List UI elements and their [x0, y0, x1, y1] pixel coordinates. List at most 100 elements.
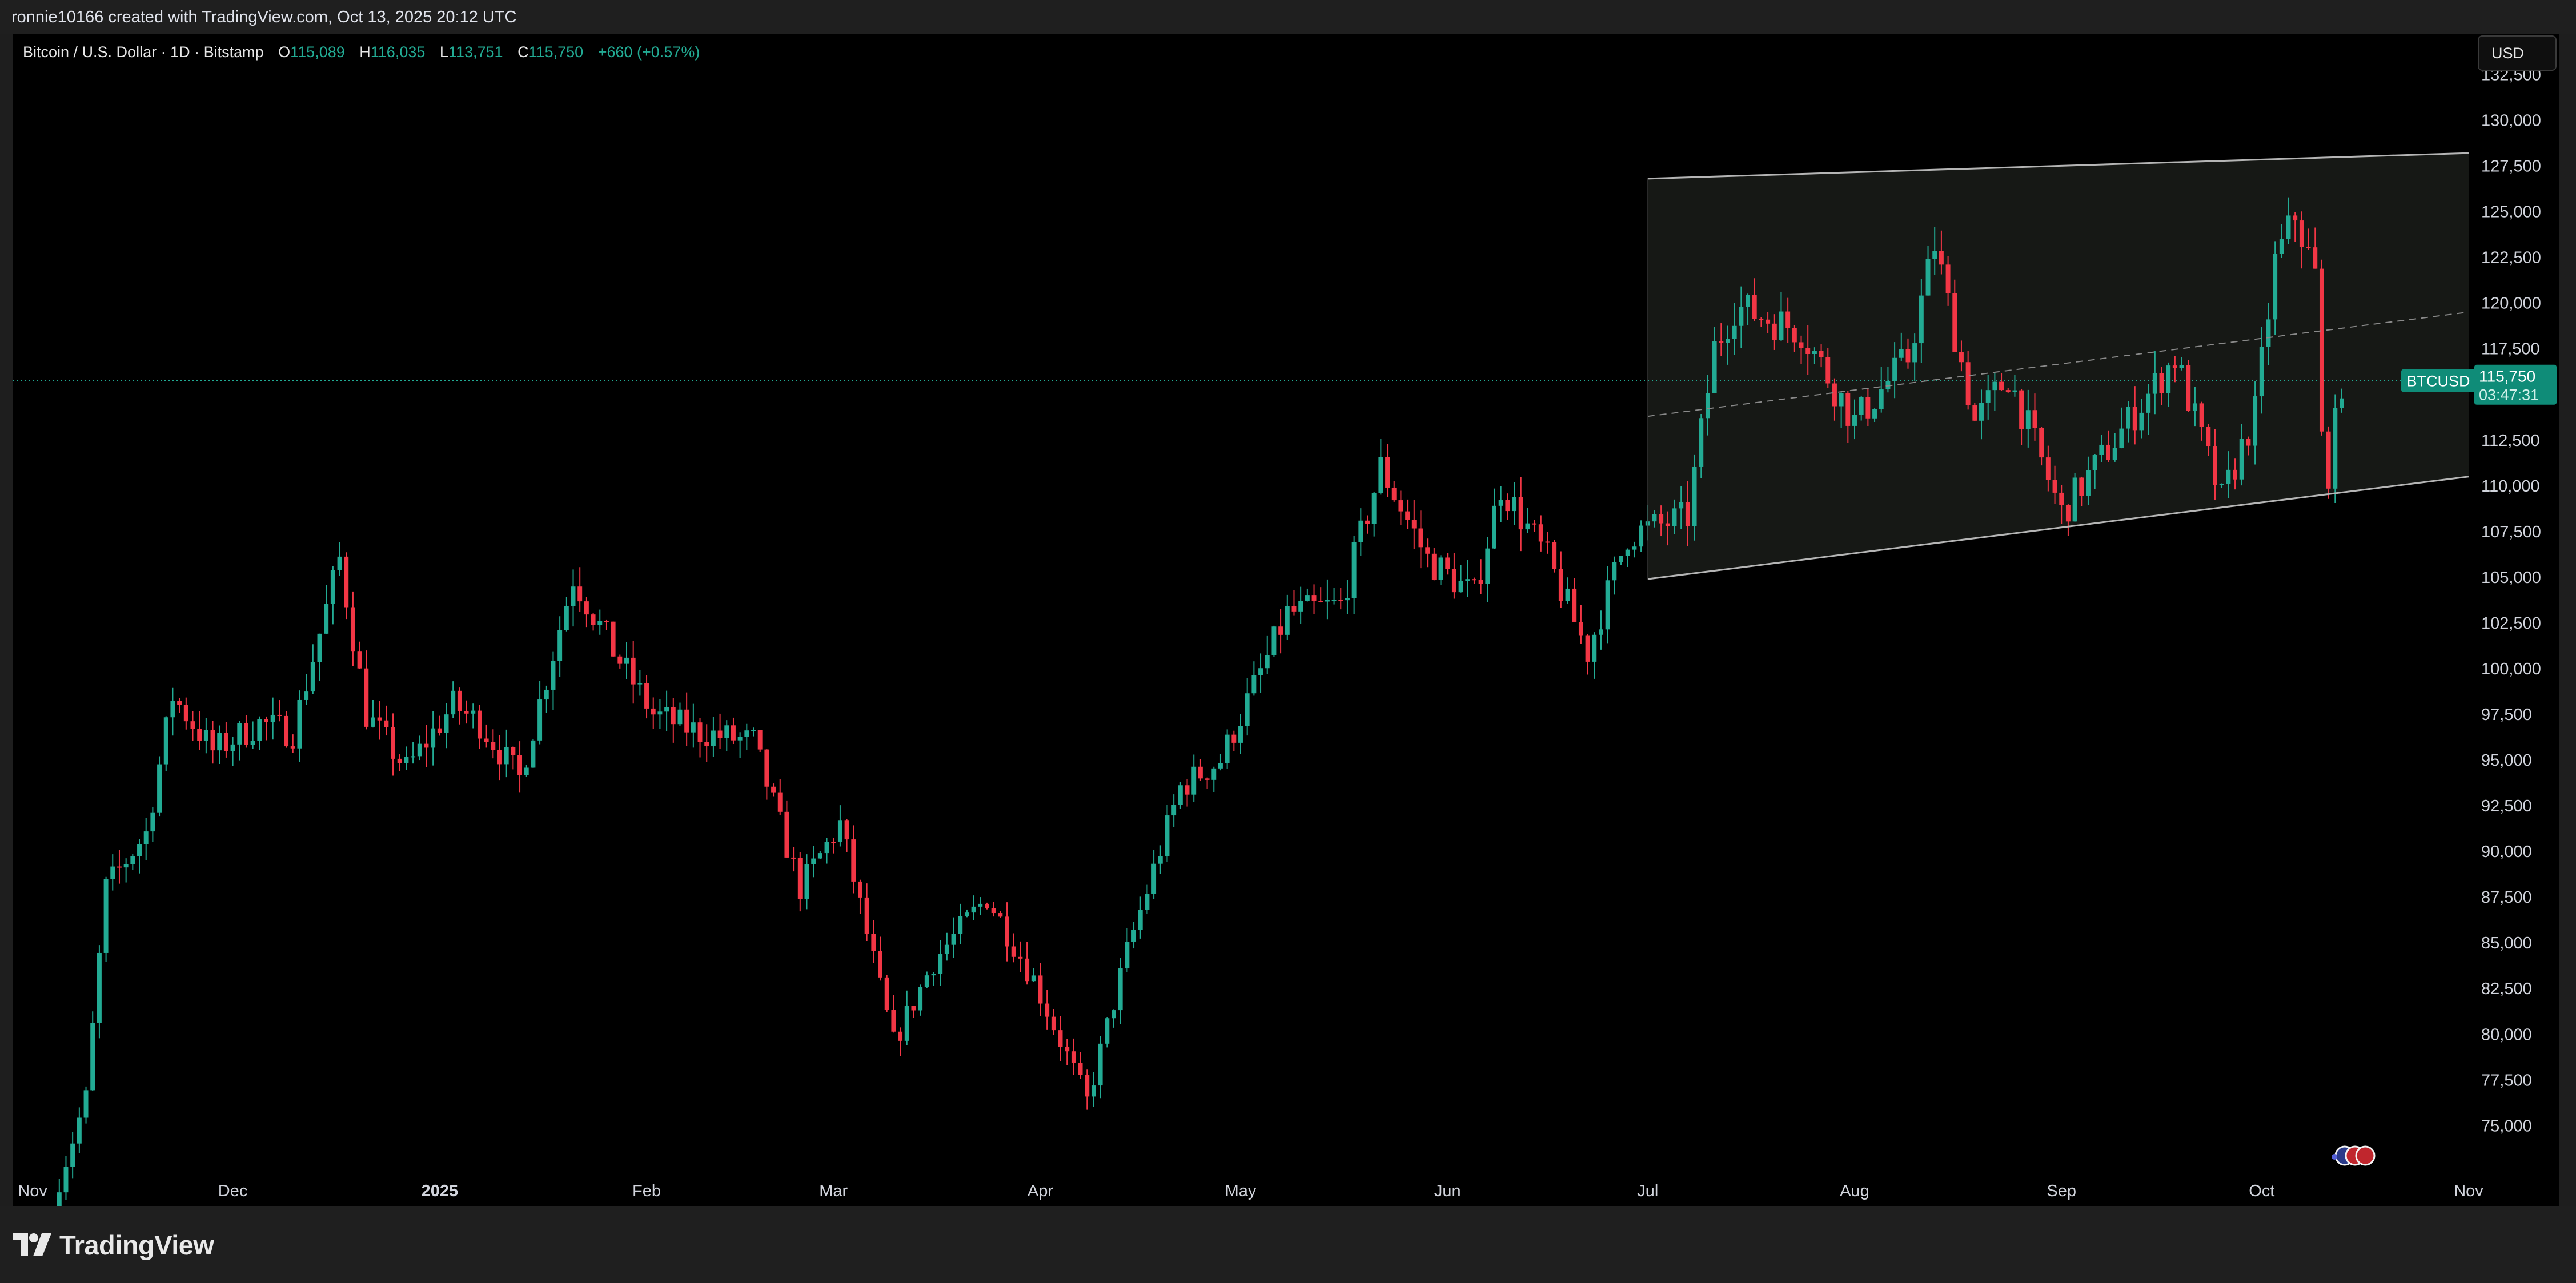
candle-body — [2293, 215, 2298, 221]
candle-body — [2025, 410, 2031, 429]
candle-body — [1465, 579, 1470, 581]
candle — [411, 742, 416, 764]
candle — [911, 1006, 916, 1018]
candle — [1465, 560, 1470, 597]
candle — [1405, 499, 1410, 529]
candle — [1265, 635, 1270, 674]
candle-body — [1271, 626, 1277, 655]
candle-body — [998, 913, 1003, 917]
candle-body — [1839, 393, 1844, 407]
candle — [1872, 408, 1877, 423]
candle-body — [1418, 528, 1423, 548]
candle-body — [1131, 930, 1137, 942]
candle-body — [951, 934, 956, 945]
candle — [1198, 759, 1203, 781]
candle — [357, 641, 362, 669]
candle-body — [1385, 457, 1390, 488]
candle-body — [1345, 598, 1350, 601]
candle-body — [1078, 1063, 1083, 1075]
chart-pane[interactable]: 132,500 130,000 127,500 125,000 122,500 120,0… — [13, 34, 2559, 1206]
candle — [1865, 389, 1871, 426]
candle — [2233, 458, 2238, 490]
candle — [944, 932, 949, 961]
candle-body — [2192, 403, 2197, 411]
candle — [1478, 559, 1483, 594]
candle-body — [958, 916, 963, 934]
candle-body — [1492, 505, 1496, 549]
candle — [1965, 351, 1971, 410]
candle — [1291, 590, 1297, 616]
candle — [2186, 359, 2191, 412]
candle — [998, 911, 1003, 918]
candle-body — [1746, 295, 1751, 307]
candle-body — [1125, 942, 1130, 969]
candle — [1145, 884, 1150, 914]
candle — [744, 723, 749, 750]
tradingview-logo[interactable]: TradingView — [13, 1229, 214, 1261]
y-tick-label: 87,500 — [2481, 888, 2532, 907]
candle-body — [2266, 319, 2271, 347]
candle — [1952, 279, 1957, 352]
candle-body — [217, 733, 222, 751]
candle-body — [1712, 341, 1717, 393]
currency-button[interactable]: USD — [2478, 35, 2557, 71]
candle — [1525, 508, 1530, 533]
candle-body — [1832, 383, 1837, 407]
candle — [1719, 323, 1724, 356]
candle-body — [1018, 956, 1023, 959]
candle — [317, 633, 322, 681]
candle-body — [2219, 484, 2224, 485]
candle-body — [1699, 418, 1704, 467]
candle-body — [2286, 215, 2291, 239]
candle-body — [230, 744, 235, 751]
candle — [864, 883, 869, 941]
candle-body — [1585, 635, 1590, 662]
candle-body — [1972, 405, 1977, 421]
candle-body — [210, 730, 215, 751]
candle-body — [1118, 968, 1123, 1011]
candle-body — [2299, 220, 2304, 247]
candle-body — [577, 586, 583, 602]
candle-body — [844, 820, 849, 840]
candle-body — [544, 689, 549, 700]
candle — [1058, 1016, 1063, 1061]
candle-body — [397, 758, 402, 763]
candle-body — [304, 691, 309, 700]
candle-body — [757, 730, 763, 750]
y-tick-label: 75,000 — [2481, 1117, 2532, 1135]
candle — [1231, 730, 1237, 751]
candle-body — [1171, 805, 1177, 816]
candle-body — [177, 701, 182, 705]
candle-body — [797, 858, 803, 899]
candle — [1105, 1017, 1110, 1048]
candle — [1258, 653, 1263, 693]
candle — [684, 692, 689, 746]
candle — [1451, 553, 1456, 599]
candle — [1812, 347, 1817, 364]
candle — [1438, 555, 1443, 585]
candle — [464, 700, 469, 724]
candle — [2119, 407, 2124, 449]
candle — [1819, 344, 1824, 368]
candle-body — [657, 711, 663, 715]
candle-body — [1812, 351, 1817, 355]
candle-body — [551, 661, 556, 690]
candle — [1925, 246, 1931, 296]
candle — [2319, 259, 2324, 436]
candle — [544, 685, 549, 713]
candle-body — [1726, 339, 1730, 343]
candle — [257, 716, 262, 750]
candle-body — [2112, 448, 2117, 460]
candlestick-chart[interactable]: 132,500130,000127,500125,000122,500120,0… — [13, 34, 2559, 1206]
candle — [1705, 375, 1710, 436]
price-tag-value: 115,750 — [2479, 368, 2535, 385]
candle — [250, 721, 255, 749]
candle — [2306, 228, 2311, 250]
candle — [1025, 942, 1030, 985]
candle — [1639, 520, 1644, 552]
candle-body — [1165, 815, 1170, 856]
candle-body — [63, 1167, 69, 1193]
candle-body — [1438, 557, 1443, 580]
candle-body — [1245, 693, 1250, 726]
event-flag — [2355, 1145, 2376, 1166]
